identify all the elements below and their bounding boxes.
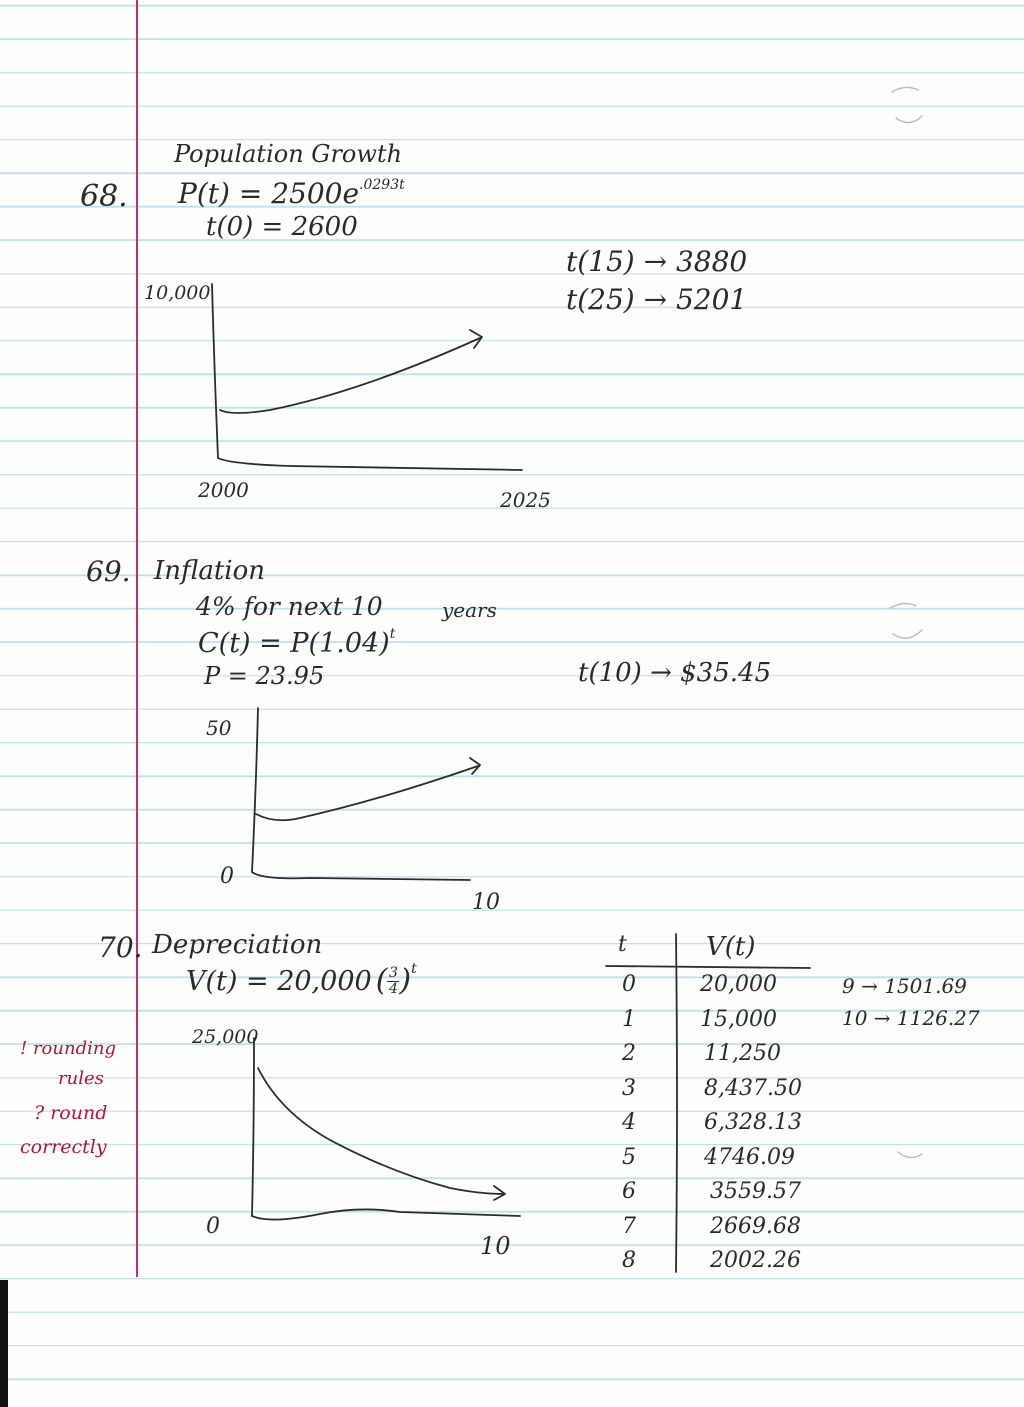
problem-68-formula: P(t) = 2500e.0293t bbox=[178, 176, 405, 210]
problem-70-formula: V(t) = 20,000 ( 3 4 ) t bbox=[186, 962, 417, 999]
table-row-t: 3 bbox=[622, 1075, 636, 1101]
problem-70-fraction: 3 4 bbox=[387, 965, 400, 997]
graph-inflation bbox=[251, 707, 481, 881]
table-row-v: 20,000 bbox=[700, 972, 777, 997]
margin-note-line-1: ! rounding bbox=[20, 1038, 116, 1059]
table-row-v: 4746.09 bbox=[704, 1144, 795, 1170]
graph-68-x-axis bbox=[217, 457, 523, 471]
hole-mark-2 bbox=[889, 602, 917, 609]
hole-mark-1b bbox=[895, 115, 923, 124]
table-header-v: V(t) bbox=[706, 932, 756, 962]
graph-70-curve bbox=[257, 1067, 505, 1195]
hole-mark-2b bbox=[892, 629, 923, 639]
problem-70-open-paren: ( bbox=[375, 963, 388, 999]
graph-69-y-min-label: 0 bbox=[220, 864, 234, 889]
problem-70-close-paren: ) bbox=[399, 963, 412, 999]
hole-mark-3 bbox=[897, 1151, 923, 1159]
table-row-t: 5 bbox=[622, 1144, 636, 1170]
table-row-t: 7 bbox=[622, 1213, 636, 1239]
hole-mark-1 bbox=[891, 86, 919, 93]
table-row-v: 15,000 bbox=[700, 1006, 777, 1032]
graph-69-x-max-label: 10 bbox=[472, 890, 500, 915]
problem-69-principal: P = 23.95 bbox=[204, 662, 325, 690]
table-row-t: 4 bbox=[622, 1110, 636, 1135]
problem-69-heading: Inflation bbox=[154, 556, 266, 586]
problem-70-formula-main: V(t) = 20,000 bbox=[186, 965, 372, 997]
problem-69-formula: C(t) = P(1.04)t bbox=[198, 627, 395, 659]
problem-69-line-1-tail: years bbox=[442, 598, 497, 622]
graph-70-y-max-label: 25,000 bbox=[192, 1026, 259, 1048]
margin-note-line-2: rules bbox=[58, 1068, 104, 1089]
problem-70-number: 70. bbox=[98, 931, 143, 964]
scan-edge-strip bbox=[0, 1280, 8, 1407]
table-row-v: 11,250 bbox=[704, 1041, 781, 1066]
graph-68-x-max-label: 2025 bbox=[500, 488, 551, 512]
graph-69-curve bbox=[255, 765, 479, 822]
problem-70-fraction-bar bbox=[387, 980, 400, 982]
problem-70-fraction-num: 3 bbox=[388, 965, 398, 981]
problem-68-heading: Population Growth bbox=[174, 140, 403, 168]
graph-depreciation bbox=[251, 1037, 521, 1221]
table-row-t: 8 bbox=[622, 1248, 636, 1273]
graph-68-curve bbox=[219, 337, 481, 414]
problem-70-heading: Depreciation bbox=[152, 930, 323, 960]
graph-70-x-max-label: 10 bbox=[480, 1232, 511, 1260]
problem-69-line-1: 4% for next 10 bbox=[196, 592, 383, 621]
table-row-t: 1 bbox=[622, 1006, 636, 1032]
problem-68-formula-exponent: .0293t bbox=[359, 176, 405, 193]
red-margin-line bbox=[136, 0, 138, 1277]
graph-68-y-axis bbox=[211, 283, 219, 459]
graph-70-y-min-label: 0 bbox=[206, 1214, 220, 1239]
problem-68-initial: t(0) = 2600 bbox=[206, 212, 358, 242]
table-header-t: t bbox=[618, 932, 627, 957]
problem-70-extra-1: 9 → 1501.69 bbox=[842, 974, 967, 998]
graph-68-arrowhead bbox=[469, 329, 483, 349]
problem-69-formula-main: C(t) = P(1.04) bbox=[198, 628, 390, 659]
graph-70-y-axis bbox=[251, 1037, 255, 1217]
problem-68-number: 68. bbox=[80, 179, 128, 214]
problem-70-formula-exponent: t bbox=[411, 961, 417, 978]
problem-69-result: t(10) → $35.45 bbox=[578, 658, 772, 688]
table-row-v: 3559.57 bbox=[710, 1179, 801, 1204]
problem-68-result-2: t(25) → 5201 bbox=[566, 283, 748, 316]
problem-68-result-1: t(15) → 3880 bbox=[566, 245, 748, 278]
margin-note-line-3: ? round bbox=[34, 1102, 108, 1124]
graph-69-y-max-label: 50 bbox=[206, 716, 232, 740]
graph-70-arrowhead bbox=[493, 1185, 506, 1201]
table-row-v: 2669.68 bbox=[710, 1213, 801, 1239]
table-column-divider bbox=[675, 933, 678, 1273]
graph-70-x-axis bbox=[251, 1208, 521, 1221]
graph-69-x-axis bbox=[251, 871, 471, 881]
graph-68-x-min-label: 2000 bbox=[198, 478, 249, 502]
problem-70-extra-2: 10 → 1126.27 bbox=[842, 1006, 980, 1030]
graph-population bbox=[211, 283, 523, 471]
graph-68-y-max-label: 10,000 bbox=[144, 282, 211, 304]
table-row-v: 8,437.50 bbox=[704, 1075, 802, 1101]
table-row-v: 6,328.13 bbox=[704, 1110, 802, 1135]
table-row-v: 2002.26 bbox=[710, 1248, 801, 1273]
problem-70-fraction-den: 4 bbox=[388, 980, 398, 997]
value-table-lines bbox=[605, 933, 811, 1273]
problem-68-formula-main: P(t) = 2500e bbox=[178, 177, 360, 210]
problem-69-number: 69. bbox=[86, 555, 131, 588]
table-row-t: 6 bbox=[622, 1179, 636, 1204]
margin-note-line-4: correctly bbox=[20, 1136, 107, 1158]
graph-69-arrowhead bbox=[469, 757, 481, 775]
table-header-rule bbox=[605, 965, 811, 969]
table-row-t: 2 bbox=[622, 1041, 636, 1066]
graph-69-y-axis bbox=[251, 707, 259, 873]
problem-69-formula-exponent: t bbox=[389, 626, 396, 642]
table-row-t: 0 bbox=[622, 972, 636, 997]
